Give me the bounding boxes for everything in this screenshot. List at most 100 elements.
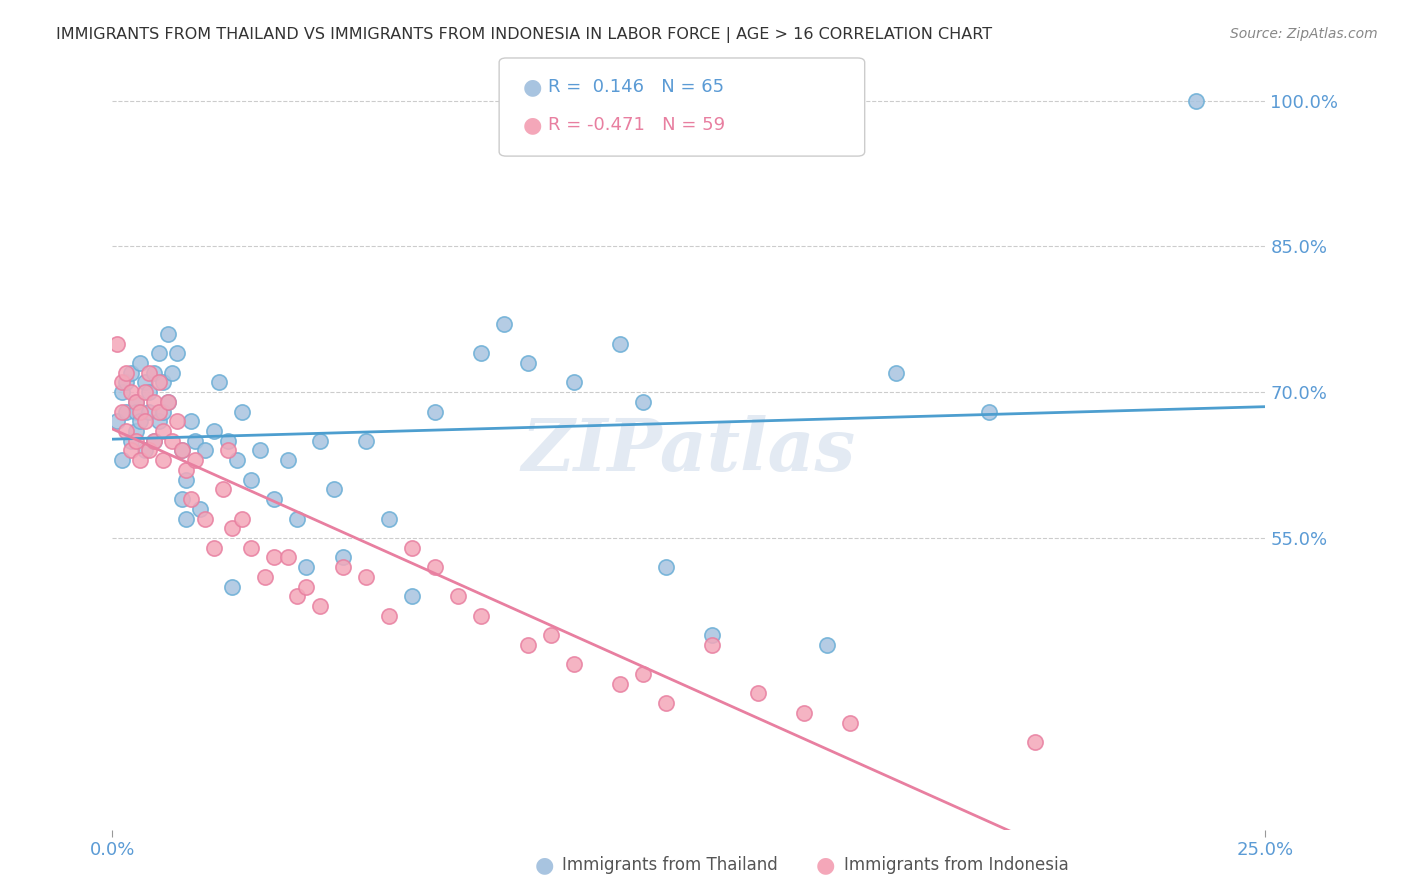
Point (793, 706, 815, 720)
Point (194, 511, 217, 525)
Point (148, 414, 170, 428)
Text: ZIPatlas: ZIPatlas (522, 415, 856, 486)
Point (309, 434, 332, 448)
Point (170, 443, 193, 458)
Point (609, 677, 631, 691)
Point (134, 376, 156, 390)
Point (231, 404, 253, 418)
Point (631, 667, 654, 681)
Point (263, 550, 285, 565)
Point (152, 376, 174, 390)
Point (226, 453, 249, 467)
Point (115, 404, 138, 418)
Point (221, 521, 243, 535)
Point (174, 463, 197, 477)
Point (562, 657, 585, 672)
Point (174, 511, 197, 525)
Point (134, 443, 156, 458)
Text: ●: ● (534, 855, 554, 875)
Point (202, 424, 225, 438)
Point (285, 511, 308, 525)
Point (239, 541, 262, 555)
Point (354, 434, 377, 448)
Point (124, 424, 146, 438)
Point (470, 608, 492, 623)
Text: ●: ● (523, 78, 543, 97)
Point (609, 336, 631, 351)
Point (143, 434, 166, 448)
Point (166, 414, 188, 428)
Point (231, 511, 253, 525)
Point (156, 326, 179, 341)
Point (401, 541, 423, 555)
Point (166, 346, 188, 360)
Point (156, 395, 179, 409)
Point (655, 696, 678, 710)
Point (129, 414, 152, 428)
Point (120, 443, 142, 458)
Point (1024, 735, 1046, 749)
Point (138, 404, 160, 418)
Point (253, 570, 276, 584)
Point (309, 599, 332, 613)
Point (120, 366, 142, 380)
Point (447, 589, 470, 603)
Point (516, 638, 538, 652)
Point (401, 589, 423, 603)
Point (839, 715, 862, 730)
Text: ●: ● (815, 855, 835, 875)
Point (124, 404, 146, 418)
Point (977, 404, 1000, 418)
Point (217, 443, 239, 458)
Point (378, 608, 401, 623)
Point (815, 638, 838, 652)
Point (148, 376, 170, 390)
Point (184, 434, 207, 448)
Point (886, 366, 908, 380)
Point (285, 589, 308, 603)
Point (239, 473, 262, 487)
Point (129, 356, 152, 370)
Point (332, 550, 354, 565)
Point (129, 453, 152, 467)
Text: Source: ZipAtlas.com: Source: ZipAtlas.com (1230, 27, 1378, 41)
Point (143, 395, 166, 409)
Point (354, 570, 377, 584)
Point (124, 434, 146, 448)
Point (562, 376, 585, 390)
Point (111, 453, 134, 467)
Point (111, 385, 134, 400)
Text: IMMIGRANTS FROM THAILAND VS IMMIGRANTS FROM INDONESIA IN LABOR FORCE | AGE > 16 : IMMIGRANTS FROM THAILAND VS IMMIGRANTS F… (56, 27, 993, 43)
Point (111, 376, 134, 390)
Point (124, 395, 146, 409)
Point (184, 453, 207, 467)
Point (700, 638, 723, 652)
Point (1185, 94, 1208, 108)
Point (494, 317, 516, 331)
Text: R = -0.471   N = 59: R = -0.471 N = 59 (548, 116, 725, 134)
Point (138, 366, 160, 380)
Point (700, 628, 723, 642)
Point (540, 628, 562, 642)
Point (134, 385, 156, 400)
Point (105, 336, 128, 351)
Point (143, 366, 166, 380)
Point (138, 385, 160, 400)
Point (295, 560, 318, 574)
Point (111, 404, 134, 418)
Text: ●: ● (523, 115, 543, 135)
Point (138, 443, 160, 458)
Point (180, 414, 202, 428)
Point (194, 443, 217, 458)
Point (143, 434, 166, 448)
Point (655, 560, 678, 574)
Point (188, 501, 211, 516)
Point (212, 483, 235, 497)
Point (202, 541, 225, 555)
Point (124, 395, 146, 409)
Text: Immigrants from Indonesia: Immigrants from Indonesia (844, 856, 1069, 874)
Point (207, 376, 229, 390)
Point (332, 560, 354, 574)
Point (156, 395, 179, 409)
Point (425, 404, 447, 418)
